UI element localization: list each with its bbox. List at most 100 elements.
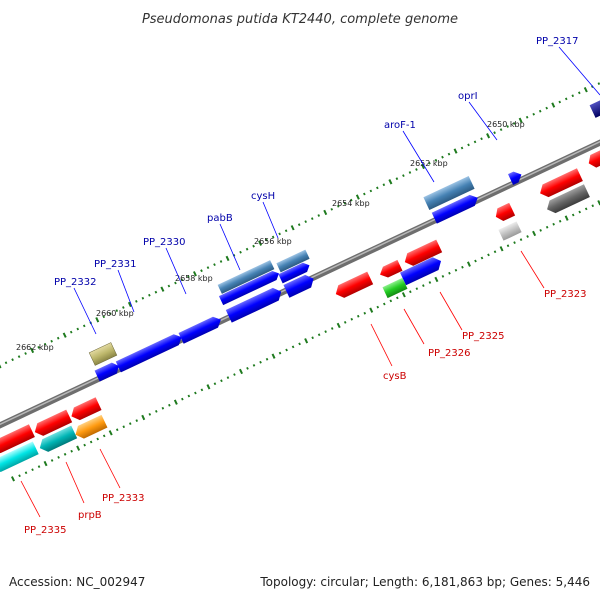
- scale-tick-upper: [330, 208, 334, 211]
- scale-tick-upper: [43, 342, 47, 346]
- scale-tick-upper: [4, 361, 8, 365]
- scale-tick-lower: [422, 284, 425, 287]
- scale-tick-lower: [317, 333, 321, 337]
- gene-label-prpb[interactable]: prpB: [78, 510, 102, 521]
- gene-arrow-reverse-2321-gray[interactable]: [544, 184, 590, 215]
- scale-tick-upper: [434, 158, 438, 162]
- scale-tick-upper: [102, 315, 106, 319]
- gene-arrow-pp2323-red[interactable]: [493, 202, 516, 223]
- scale-tick-upper: [453, 148, 458, 154]
- gene-label-pp2333[interactable]: PP_2333: [102, 493, 145, 504]
- gene-label-pp2317[interactable]: PP_2317: [536, 36, 579, 47]
- gene-arrow-pp2330[interactable]: [178, 314, 224, 344]
- scale-tick-upper: [467, 143, 470, 147]
- scale-tick-upper: [499, 128, 503, 132]
- gene-arrow-pp2335[interactable]: [0, 424, 35, 455]
- gene-label-pp2325[interactable]: PP_2325: [462, 331, 505, 342]
- scale-tick-upper: [525, 115, 529, 119]
- scale-tick-lower: [434, 276, 439, 283]
- scale-tick-upper: [284, 229, 288, 233]
- scale-tick-lower: [70, 449, 73, 453]
- scale-tick-upper: [460, 146, 464, 150]
- scale-tick-lower: [265, 357, 269, 361]
- gene-arrow-forward-2329-lower[interactable]: [400, 255, 444, 286]
- gene-label-pp2330[interactable]: PP_2330: [143, 237, 186, 248]
- gene-label-pp2332[interactable]: PP_2332: [54, 277, 97, 288]
- gene-arrow-pp2317[interactable]: [589, 100, 600, 118]
- scale-tick-lower: [336, 322, 341, 329]
- scale-tick-upper: [480, 137, 483, 141]
- gene-arrow-cysh[interactable]: [278, 261, 311, 284]
- gene-label-opri[interactable]: oprI: [458, 91, 478, 102]
- gene-arrow-arof1[interactable]: [423, 176, 475, 210]
- scale-tick-lower: [285, 348, 288, 352]
- gene-arrow-arof1-lower[interactable]: [431, 192, 481, 224]
- scale-tick-lower: [389, 299, 393, 303]
- gene-arrow-pp2335-cyan[interactable]: [0, 441, 39, 474]
- scale-tick-upper: [486, 133, 491, 139]
- scale-tick-lower: [194, 391, 197, 395]
- scale-tick-upper: [154, 290, 158, 294]
- scale-tick-upper: [37, 346, 40, 349]
- scale-tick-upper: [135, 300, 138, 303]
- gene-arrow-prpb-red[interactable]: [32, 409, 73, 439]
- gene-arrow-after-cysh[interactable]: [283, 272, 316, 298]
- gene-arrow-opri[interactable]: [508, 169, 524, 185]
- gene-arrow-cysb[interactable]: [333, 271, 374, 301]
- gene-label-arof1[interactable]: aroF-1: [384, 120, 416, 131]
- reverse-gene-labels: PP_2335 prpB PP_2333 cysB PP_2326 PP_232…: [24, 289, 587, 536]
- gene-arrow-pp2333-red[interactable]: [68, 397, 102, 422]
- gene-label-pp2326[interactable]: PP_2326: [428, 348, 471, 359]
- scale-tick-upper: [278, 232, 281, 236]
- scale-tick-upper: [355, 194, 360, 200]
- scale-tick-upper: [252, 244, 255, 248]
- gene-label-cysh[interactable]: cysH: [251, 191, 275, 202]
- scale-tick-lower: [148, 412, 152, 416]
- scale-tick-lower: [487, 253, 490, 257]
- scale-tick-lower: [122, 425, 126, 429]
- scale-tick-lower: [545, 225, 549, 229]
- scale-tick-lower: [304, 338, 309, 344]
- scale-tick-lower: [298, 342, 301, 346]
- scale-tick-upper: [0, 364, 2, 369]
- scale-label-2654: 2654 kbp: [332, 199, 370, 208]
- gene-arrow-cysh-steel[interactable]: [217, 260, 275, 294]
- scale-tick-lower: [252, 363, 256, 367]
- scale-tick-upper: [167, 284, 171, 288]
- gene-arrow-prpb[interactable]: [37, 425, 78, 455]
- scale-tick-lower: [200, 388, 204, 392]
- scale-tick-upper: [265, 238, 268, 242]
- gene-label-pp2335[interactable]: PP_2335: [24, 525, 67, 536]
- gene-label-pp2323[interactable]: PP_2323: [544, 289, 587, 300]
- gene-arrow-pp2332[interactable]: [88, 342, 118, 366]
- gene-arrow-pp2331[interactable]: [115, 332, 184, 373]
- scale-tick-upper: [297, 223, 301, 227]
- scale-tick-upper: [350, 198, 353, 202]
- gene-arrow-pp2331-small[interactable]: [94, 360, 122, 382]
- scale-tick-lower: [187, 394, 191, 398]
- gene-label-pabb[interactable]: pabB: [207, 213, 233, 224]
- scale-tick-lower: [43, 460, 48, 467]
- gene-arrow-pp2326[interactable]: [382, 277, 408, 299]
- gene-arrow-pp2323[interactable]: [498, 221, 522, 241]
- gene-arrow-pp2333[interactable]: [73, 414, 108, 441]
- scale-tick-upper: [50, 339, 53, 343]
- gene-arrow-reverse-2321[interactable]: [537, 168, 583, 199]
- gene-arrow-pabb[interactable]: [225, 285, 284, 323]
- gene-arrow-cysh-steel-2[interactable]: [276, 249, 310, 273]
- scale-label-2662: 2662 kbp: [16, 343, 54, 352]
- gene-label-pp2331[interactable]: PP_2331: [94, 259, 137, 270]
- gene-arrow-reverse-edge[interactable]: [586, 150, 600, 169]
- gene-arrow-cysb-small[interactable]: [377, 259, 403, 280]
- gene-label-cysb[interactable]: cysB: [383, 371, 407, 382]
- scale-tick-upper: [304, 220, 308, 224]
- scale-tick-lower: [233, 373, 236, 376]
- scale-tick-lower: [76, 445, 81, 451]
- gene-arrow-pabb-upper[interactable]: [218, 269, 281, 306]
- scale-tick-upper: [148, 293, 151, 297]
- accession-text: Accession: NC_002947: [9, 575, 145, 589]
- scale-tick-lower: [513, 241, 516, 244]
- gene-arrow-pp2325[interactable]: [402, 239, 443, 269]
